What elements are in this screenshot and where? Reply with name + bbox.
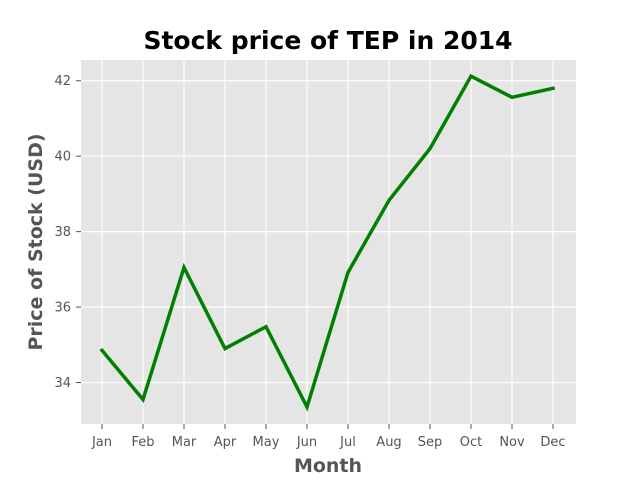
y-tick-label: 40 <box>54 150 71 165</box>
x-tick-label: Sep <box>418 435 443 450</box>
x-tick-label: Jun <box>296 435 317 450</box>
x-tick-label: Jul <box>339 435 356 450</box>
y-tick-label: 42 <box>54 74 71 89</box>
x-tick-label: Nov <box>499 435 525 450</box>
x-tick-label: Jan <box>91 435 112 450</box>
axis-ticks: 34 36 38 40 42 Jan Feb Mar Apr May Jun Jul Aug Sep Oct… <box>54 74 565 450</box>
x-tick-label: Mar <box>172 435 197 450</box>
x-tick-label: Feb <box>131 435 154 450</box>
y-tick-label: 38 <box>54 225 71 240</box>
x-axis-label: Month <box>294 455 362 477</box>
x-tick-label: Dec <box>540 435 565 450</box>
x-tick-label: Oct <box>460 435 482 450</box>
x-tick-label: May <box>253 435 280 450</box>
series-lines <box>99 73 556 412</box>
y-axis-label: Price of Stock (USD) <box>25 133 47 350</box>
y-tick-label: 36 <box>54 301 71 316</box>
x-tick-label: Aug <box>376 435 401 450</box>
x-tick-label: Apr <box>214 435 237 450</box>
plot-area <box>81 60 576 424</box>
series-line-0 <box>99 73 556 412</box>
grid <box>81 60 576 424</box>
chart-title: Stock price of TEP in 2014 <box>143 26 512 55</box>
y-tick-label: 34 <box>54 376 71 391</box>
